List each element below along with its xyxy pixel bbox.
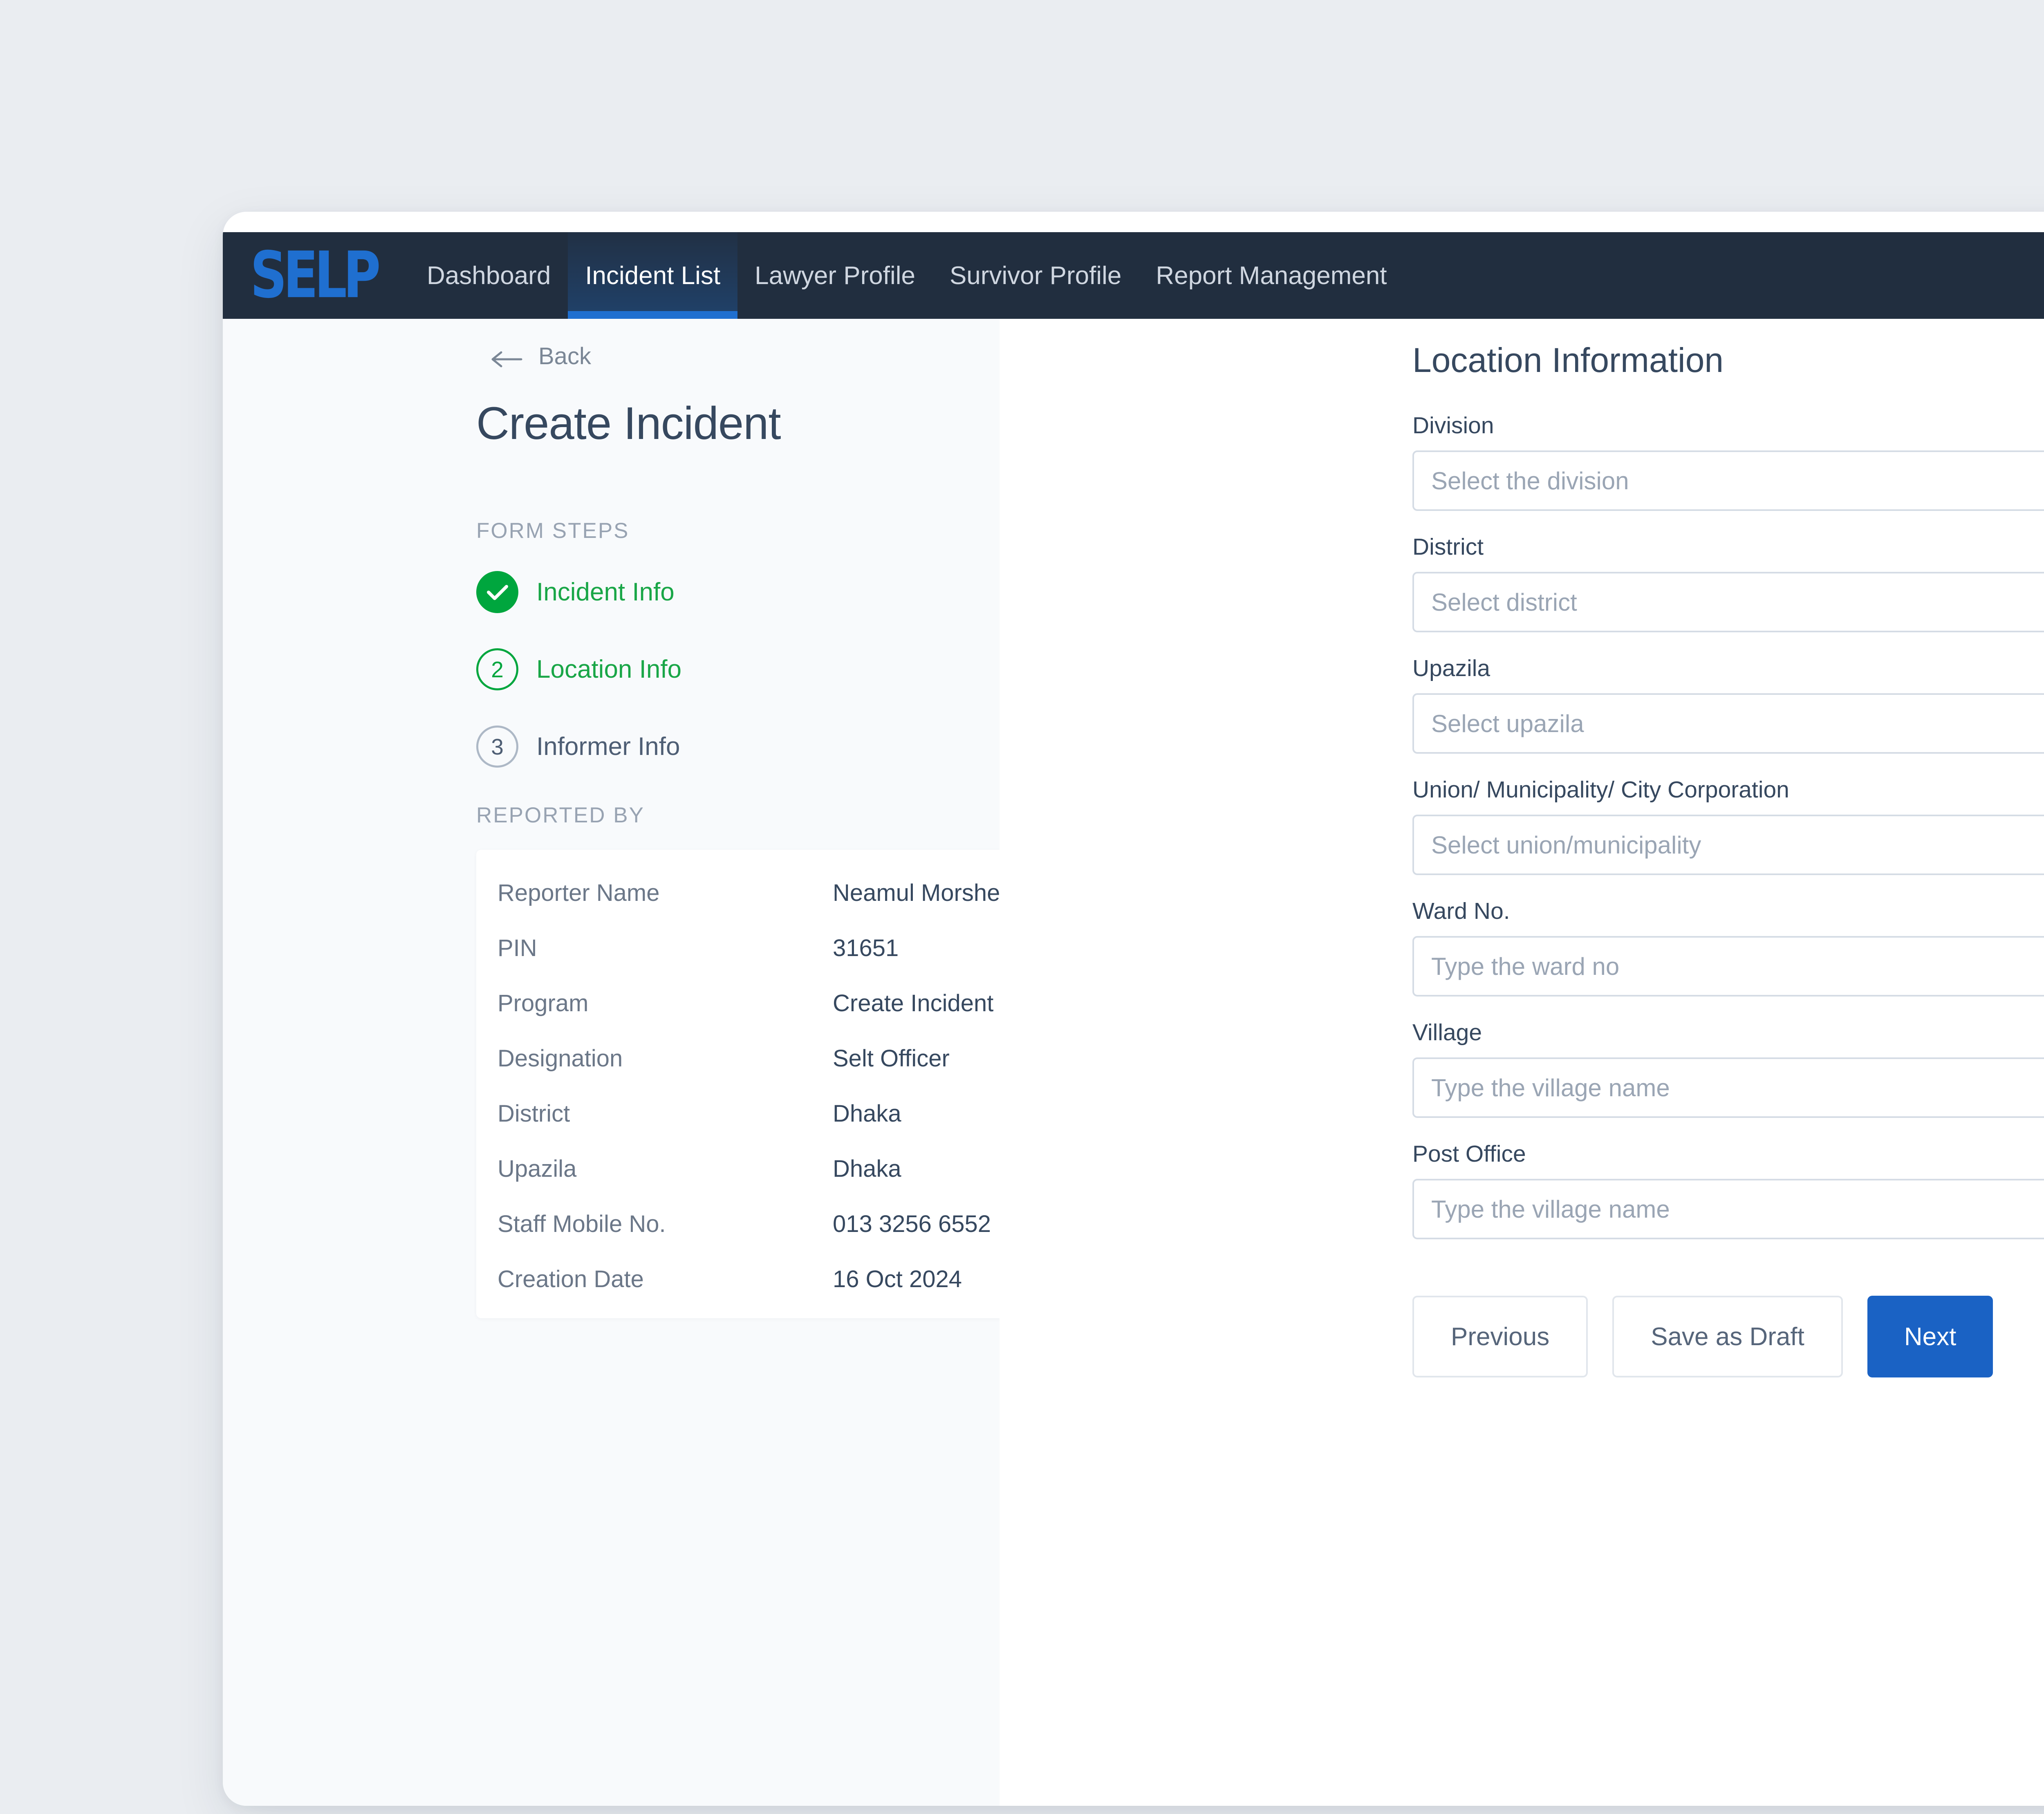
table-row: Program Create Incident: [476, 990, 1188, 1017]
field-placeholder: Type the village name: [1431, 1074, 1670, 1102]
field-placeholder: Select upazila: [1431, 710, 1584, 737]
form-steps-list: Incident Info 2 Location Info 3 Informer…: [476, 571, 1000, 768]
field-placeholder: Select district: [1431, 588, 1577, 616]
row-value: 013 3256 6552: [833, 1211, 991, 1237]
step-label: Location Info: [536, 655, 682, 683]
district-select[interactable]: Select district: [1412, 572, 2044, 632]
save-as-draft-button[interactable]: Save as Draft: [1612, 1296, 1843, 1377]
table-row: Creation Date 16 Oct 2024: [476, 1265, 1188, 1293]
nav-item-report-management[interactable]: Report Management: [1156, 261, 1387, 290]
row-value: Dhaka: [833, 1156, 901, 1182]
field-placeholder: Select the division: [1431, 467, 1629, 495]
field-group-village: Village Type the village name: [1412, 1019, 2044, 1118]
field-label: Ward No.: [1412, 898, 1510, 924]
field-placeholder: Type the village name: [1431, 1195, 1670, 1223]
form-section-title: Location Information: [1412, 341, 1724, 379]
previous-button[interactable]: Previous: [1412, 1296, 1588, 1377]
field-label: Village: [1412, 1019, 1482, 1046]
step-bubble-active: 2: [476, 648, 518, 690]
app-logo-text: SELP: [250, 238, 381, 313]
table-row: Staff Mobile No. 013 3256 6552: [476, 1210, 1188, 1238]
arrow-left-icon: [491, 347, 524, 367]
row-value: Dhaka: [833, 1100, 901, 1127]
back-button[interactable]: Back: [476, 343, 1000, 370]
nav-item-dashboard[interactable]: Dashboard: [427, 261, 551, 290]
field-placeholder: Select union/municipality: [1431, 831, 1701, 859]
step-bubble-done: [476, 571, 518, 613]
row-value: Selt Officer: [833, 1045, 950, 1072]
field-label: Division: [1412, 412, 1494, 439]
post-office-input[interactable]: Type the village name: [1412, 1179, 2044, 1239]
field-group-union-municipality: Union/ Municipality/ City Corporation Se…: [1412, 776, 2044, 875]
table-row: PIN 31651: [476, 934, 1188, 962]
division-select[interactable]: Select the division: [1412, 450, 2044, 511]
field-group-district: District Select district: [1412, 533, 2044, 632]
row-key: District: [498, 1100, 570, 1127]
back-label: Back: [538, 343, 591, 370]
field-label: Upazila: [1412, 655, 1490, 681]
reported-by-caption: REPORTED BY: [476, 803, 645, 827]
village-input[interactable]: Type the village name: [1412, 1057, 2044, 1118]
top-navigation-bar: SELP Dashboard Incident List Lawyer Prof…: [223, 232, 2044, 319]
step-bubble-idle: 3: [476, 726, 518, 768]
row-key: Designation: [498, 1045, 623, 1072]
field-group-post-office: Post Office Type the village name: [1412, 1140, 2044, 1239]
nav-item-incident-list[interactable]: Incident List: [568, 232, 738, 319]
check-icon: [486, 585, 508, 600]
field-group-ward-no: Ward No. Type the ward no: [1412, 898, 2044, 997]
nav-item-lawyer-profile[interactable]: Lawyer Profile: [755, 261, 915, 290]
field-group-division: Division Select the division: [1412, 412, 2044, 511]
step-label: Informer Info: [536, 732, 680, 761]
app-logo[interactable]: SELP: [250, 243, 410, 307]
ward-no-input[interactable]: Type the ward no: [1412, 936, 2044, 997]
table-row: Upazila Dhaka: [476, 1155, 1188, 1182]
desktop-body: Back Create Incident FORM STEPS Incident…: [223, 319, 2044, 1806]
form-actions: Previous Save as Draft Next: [1412, 1296, 2044, 1377]
upazila-select[interactable]: Select upazila: [1412, 693, 2044, 754]
nav-items: Dashboard Incident List Lawyer Profile S…: [410, 232, 1404, 319]
row-key: PIN: [498, 935, 537, 961]
field-label: Post Office: [1412, 1141, 1526, 1167]
sidebar-step-location-info[interactable]: 2 Location Info: [476, 648, 1000, 690]
step-label: Incident Info: [536, 578, 675, 606]
row-value: Create Incident: [833, 990, 994, 1017]
main-content: Location Information Division Select the…: [1000, 319, 2044, 1806]
row-key: Program: [498, 990, 589, 1017]
table-row: Designation Selt Officer: [476, 1045, 1188, 1072]
table-row: District Dhaka: [476, 1100, 1188, 1127]
field-label: District: [1412, 534, 1484, 560]
union-municipality-select[interactable]: Select union/municipality: [1412, 815, 2044, 875]
sidebar: Back Create Incident FORM STEPS Incident…: [223, 319, 1188, 1806]
row-value: 16 Oct 2024: [833, 1266, 962, 1292]
next-button[interactable]: Next: [1867, 1296, 1993, 1377]
nav-item-survivor-profile[interactable]: Survivor Profile: [950, 261, 1122, 290]
row-key: Upazila: [498, 1156, 577, 1182]
field-group-upazila: Upazila Select upazila: [1412, 655, 2044, 754]
sidebar-step-informer-info[interactable]: 3 Informer Info: [476, 726, 1000, 768]
sidebar-step-incident-info[interactable]: Incident Info: [476, 571, 1000, 613]
row-value: 31651: [833, 935, 899, 961]
row-key: Creation Date: [498, 1266, 644, 1292]
row-key: Staff Mobile No.: [498, 1211, 666, 1237]
field-label: Union/ Municipality/ City Corporation: [1412, 777, 1789, 803]
form-steps-caption: FORM STEPS: [476, 519, 630, 543]
field-placeholder: Type the ward no: [1431, 952, 1620, 980]
page-title: Create Incident: [476, 398, 781, 449]
location-information-form: Location Information Division Select the…: [1412, 340, 2044, 1377]
desktop-window: SELP Dashboard Incident List Lawyer Prof…: [223, 212, 2044, 1806]
row-key: Reporter Name: [498, 880, 660, 906]
